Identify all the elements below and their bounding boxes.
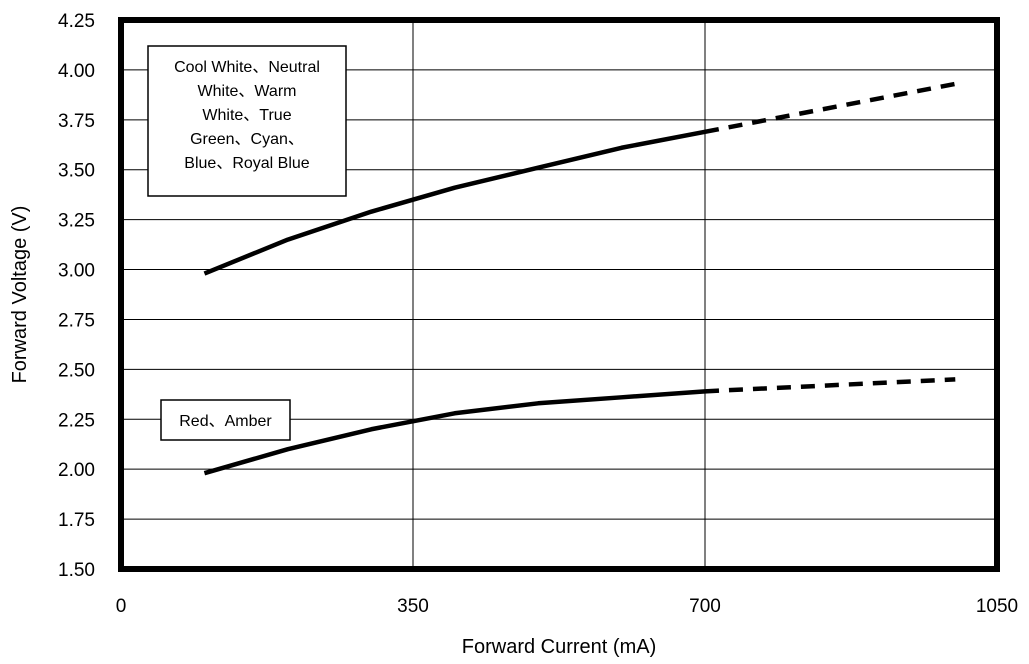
plot-frame — [118, 17, 1000, 572]
y-tick-label: 3.25 — [58, 211, 95, 232]
y-tick-label: 2.00 — [58, 460, 95, 481]
y-tick-label: 2.25 — [58, 410, 95, 431]
legend-label: Green、Cyan、 — [190, 131, 304, 148]
y-axis-tick-labels: 1.50 1.75 2.00 2.25 2.50 2.75 3.00 3.25 3.50 3.75… — [58, 11, 95, 581]
series-line-dashed — [704, 81, 956, 135]
legend-box: Cool White、Neutral White、Warm White、True Gr… — [147, 45, 347, 197]
legend-frame — [160, 399, 291, 441]
series-line-dashed — [704, 377, 956, 394]
legend-label: Blue、Royal Blue — [184, 155, 310, 172]
y-tick-label: 2.75 — [58, 310, 95, 331]
y-axis-title: Forward Voltage (V) — [9, 206, 31, 384]
y-tick-label: 1.50 — [58, 560, 95, 581]
x-tick-label: 1050 — [976, 596, 1018, 617]
x-tick-label: 0 — [116, 596, 127, 617]
series-line-solid — [203, 129, 706, 276]
y-tick-label: 4.25 — [58, 11, 95, 32]
legend-label: White、True — [202, 107, 291, 124]
y-tick-label: 3.00 — [58, 261, 95, 282]
y-tick-label: 3.75 — [58, 111, 95, 132]
y-tick-label: 2.50 — [58, 360, 95, 381]
x-axis-tick-labels: 0 350 700 1050 — [116, 596, 1018, 617]
y-tick-label: 1.75 — [58, 510, 95, 531]
y-tick-label: 4.00 — [58, 61, 95, 82]
legend-label: White、Warm — [198, 83, 297, 100]
legend-label: Cool White、Neutral — [174, 59, 320, 76]
legend-box: Red、Amber — [160, 399, 291, 441]
series-line-solid — [203, 389, 706, 476]
legend-layer: Cool White、Neutral White、Warm White、True Gr… — [147, 45, 347, 441]
series-layer — [203, 81, 956, 476]
x-tick-label: 700 — [689, 596, 721, 617]
legend-label: Red、Amber — [179, 413, 272, 430]
x-tick-label: 350 — [397, 596, 429, 617]
legend-frame — [147, 45, 347, 197]
y-tick-label: 3.50 — [58, 161, 95, 182]
x-axis-title: Forward Current (mA) — [462, 636, 656, 658]
